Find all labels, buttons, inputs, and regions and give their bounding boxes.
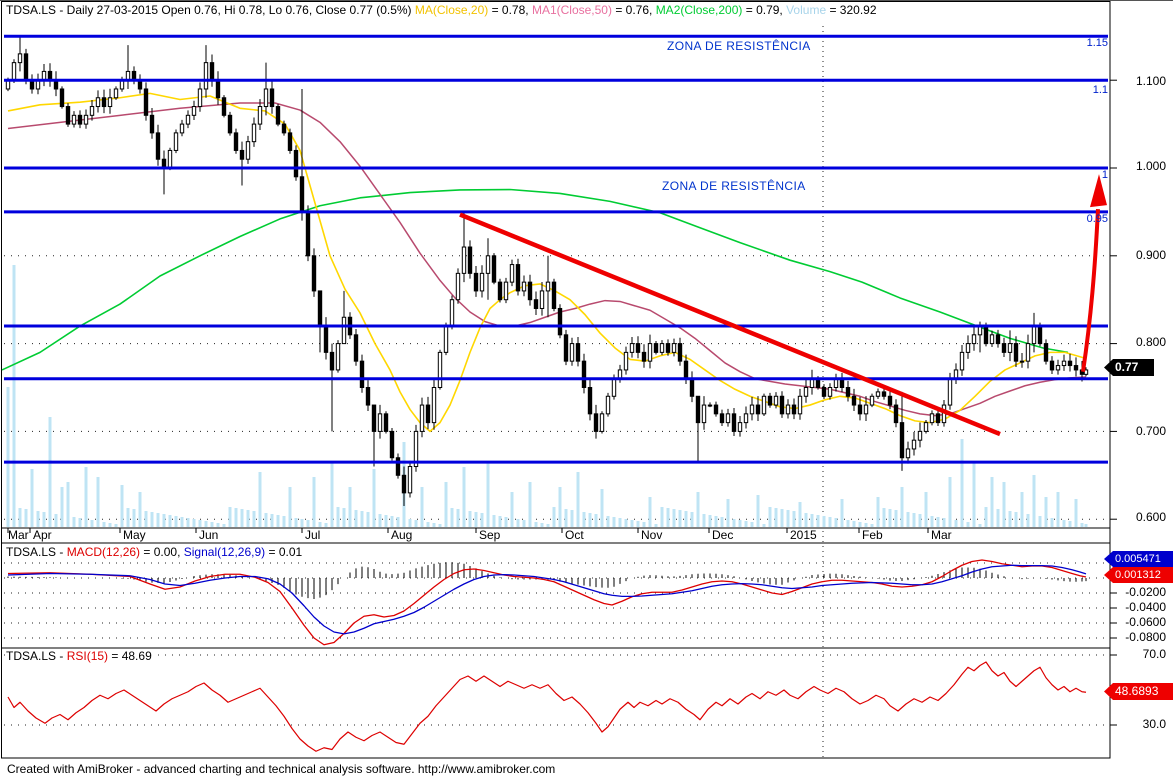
- price-pane-title: TDSA.LS - Daily 27-03-2015 Open 0.76, Hi…: [6, 3, 882, 18]
- rsi-axis-tick: 70.0: [1142, 647, 1166, 661]
- x-axis-label-jul: Jul: [305, 528, 321, 542]
- level-label-0-95: 0.95: [1086, 213, 1108, 225]
- price-pane-title-segment: = 0.76,: [611, 3, 656, 17]
- amibroker-footer-text: Created with AmiBroker - advanced charti…: [7, 762, 556, 776]
- price-pane-title-segment: = 0.78,: [488, 3, 532, 17]
- rsi-pane-title-segment: = 48.69: [108, 649, 152, 663]
- price-pane-title-segment: = 0.79,: [742, 3, 787, 17]
- x-axis-label-apr: Apr: [33, 528, 52, 542]
- macd-pane-title: TDSA.LS - MACD(12,26) = 0.00, Signal(12,…: [6, 545, 308, 560]
- level-label-1-1: 1.1: [1092, 84, 1108, 96]
- x-axis-label-oct: Oct: [565, 528, 584, 542]
- level-label-1-15: 1.15: [1086, 37, 1108, 49]
- price-pane-title-segment: Volume: [786, 3, 827, 17]
- price-pane-title-segment: TDSA.LS - Daily 27-03-2015 Open 0.76, Hi…: [6, 3, 415, 17]
- x-axis-label-mar2: Mar: [931, 528, 952, 542]
- level-label-1: 1: [1101, 169, 1108, 181]
- x-axis-label-feb: Feb: [862, 528, 883, 542]
- macd-axis-tick: -0.0800: [1125, 630, 1166, 644]
- macd-pane-title-segment: = 0.01: [265, 545, 303, 559]
- resistance-zone-label-2: ZONA DE RESISTÊNCIA: [662, 179, 806, 193]
- price-axis-tick: 0.800: [1135, 335, 1166, 349]
- x-axis-label-2015: 2015: [790, 528, 817, 542]
- x-axis-label-may: May: [123, 528, 146, 542]
- price-axis-tick: 1.100: [1135, 74, 1166, 88]
- macd-pane-title-segment: Signal(12,26,9): [183, 545, 266, 559]
- macd-pane-title-segment: TDSA.LS -: [6, 545, 67, 559]
- macd-pane-title-segment: = 0.00,: [140, 545, 184, 559]
- macd-axis-tick: -0.0200: [1125, 585, 1166, 599]
- x-axis-label-aug: Aug: [391, 528, 413, 542]
- rsi-pane-title-segment: TDSA.LS -: [6, 649, 67, 663]
- macd-last-value-badge: 0.001312: [1104, 567, 1173, 583]
- rsi-axis-tick: 30.0: [1142, 717, 1166, 731]
- price-pane-title-segment: = 320.92: [826, 3, 877, 17]
- x-axis-label-mar: Mar: [8, 528, 29, 542]
- macd-axis-tick: -0.0600: [1125, 615, 1166, 629]
- price-axis-tick: 1.000: [1135, 159, 1166, 173]
- x-axis-label-nov: Nov: [641, 528, 663, 542]
- rsi-last-value-badge: 48.6893: [1104, 683, 1173, 700]
- x-axis-label-dec: Dec: [712, 528, 734, 542]
- resistance-zone-label-1: ZONA DE RESISTÊNCIA: [667, 39, 811, 53]
- rsi-pane-title: TDSA.LS - RSI(15) = 48.69: [6, 649, 157, 664]
- macd-axis-tick: -0.0400: [1125, 600, 1166, 614]
- price-pane-title-segment: MA(Close,20): [414, 3, 489, 17]
- price-pane-title-segment: MA2(Close,200): [655, 3, 743, 17]
- price-axis-tick: 0.700: [1135, 424, 1166, 438]
- price-last-value-badge: 0.77: [1104, 359, 1154, 376]
- x-axis-label-sep: Sep: [479, 528, 501, 542]
- signal-last-value-badge: 0.005471: [1104, 551, 1173, 567]
- price-axis-tick: 0.600: [1135, 510, 1166, 524]
- price-pane-title-segment: MA1(Close,50): [531, 3, 612, 17]
- price-axis-tick: 0.900: [1135, 248, 1166, 262]
- rsi-pane-title-segment: RSI(15): [66, 649, 109, 663]
- x-axis-label-jun: Jun: [199, 528, 219, 542]
- macd-pane-title-segment: MACD(12,26): [66, 545, 141, 559]
